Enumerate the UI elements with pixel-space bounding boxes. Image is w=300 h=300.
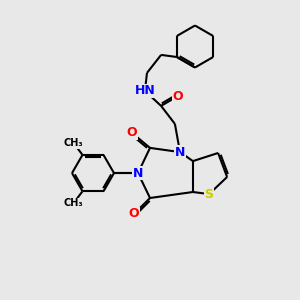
Text: O: O — [172, 89, 183, 103]
Text: CH₃: CH₃ — [64, 138, 83, 148]
Text: O: O — [129, 207, 140, 220]
Text: O: O — [127, 126, 137, 140]
Text: S: S — [205, 188, 214, 201]
Text: CH₃: CH₃ — [64, 198, 83, 208]
Text: HN: HN — [134, 84, 155, 98]
Text: N: N — [175, 146, 185, 159]
Text: N: N — [133, 167, 143, 180]
